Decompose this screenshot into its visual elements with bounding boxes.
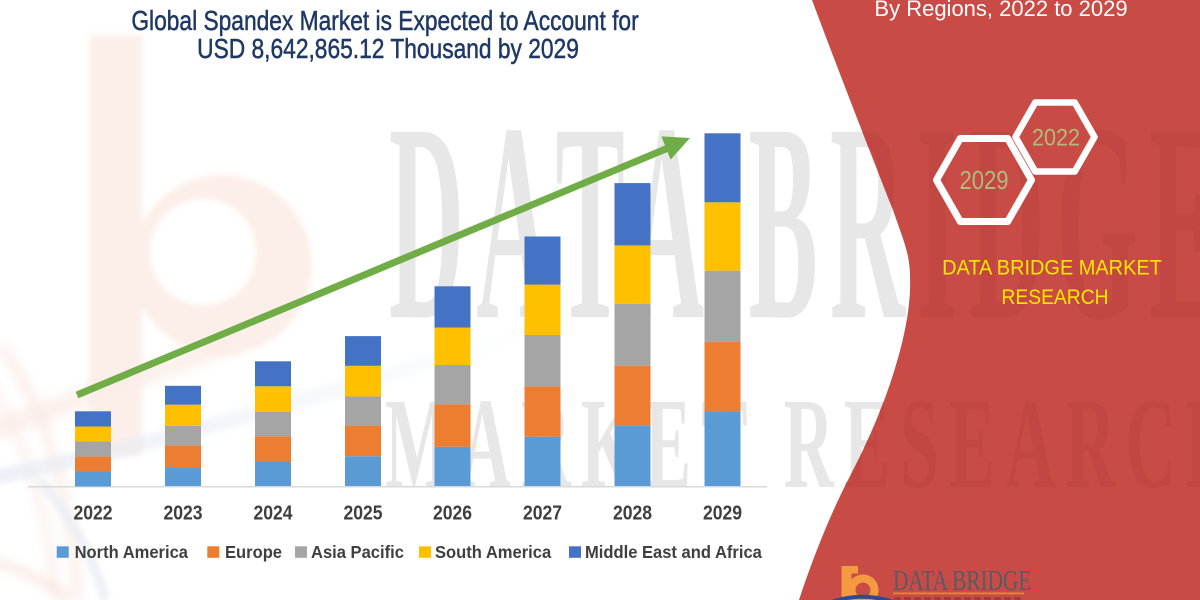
svg-text:2029: 2029 — [959, 166, 1008, 195]
svg-text:2022: 2022 — [73, 501, 112, 523]
svg-text:2022: 2022 — [1032, 123, 1080, 150]
svg-text:DATA BRIDGE: DATA BRIDGE — [893, 566, 1031, 596]
svg-text:2029: 2029 — [703, 501, 742, 523]
svg-text:2028: 2028 — [613, 501, 652, 523]
svg-text:Middle East and Africa: Middle East and Africa — [585, 541, 762, 562]
svg-text:USD 8,642,865.12 Thousand by 2: USD 8,642,865.12 Thousand by 2029 — [197, 34, 579, 64]
svg-text:Asia Pacific: Asia Pacific — [311, 541, 404, 562]
svg-text:Global Spandex Market is Expec: Global Spandex Market is Expected to Acc… — [131, 6, 638, 36]
svg-text:2025: 2025 — [343, 501, 382, 523]
svg-text:RESEARCH: RESEARCH — [1001, 286, 1108, 309]
svg-text:2024: 2024 — [253, 501, 293, 523]
svg-text:North America: North America — [75, 541, 189, 562]
svg-text:By Regions, 2022 to 2029: By Regions, 2022 to 2029 — [874, 0, 1127, 21]
svg-text:DATA BRIDGE MARKET: DATA BRIDGE MARKET — [942, 256, 1162, 280]
svg-text:2026: 2026 — [433, 501, 472, 523]
svg-text:2027: 2027 — [523, 501, 562, 523]
svg-text:Europe: Europe — [225, 541, 282, 562]
svg-text:2023: 2023 — [163, 501, 202, 523]
svg-text:South America: South America — [435, 541, 552, 562]
